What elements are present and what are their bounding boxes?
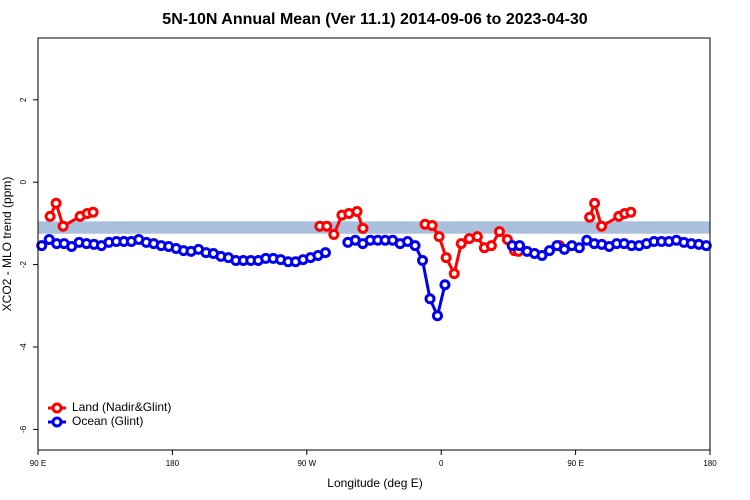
- x-tick-label: 90 E: [567, 459, 583, 468]
- y-tick-label: 0: [19, 179, 28, 184]
- reference-band: [38, 221, 710, 234]
- point: [536, 250, 548, 262]
- legend-marker: [51, 416, 63, 428]
- y-axis-label: XCO2 - MLO trend (ppm): [0, 177, 14, 312]
- x-tick-label: 90 W: [297, 459, 316, 468]
- point: [625, 206, 637, 218]
- y-tick-label: -4: [19, 343, 28, 351]
- point: [426, 219, 438, 231]
- y-tick-label: -6: [19, 425, 28, 433]
- point: [417, 254, 429, 266]
- point: [319, 247, 331, 259]
- y-tick-label: 2: [19, 97, 28, 102]
- point: [87, 206, 99, 218]
- point: [455, 238, 467, 250]
- point: [439, 279, 451, 291]
- plot-frame: [37, 37, 711, 451]
- point: [50, 197, 62, 209]
- x-tick-label: 180: [166, 459, 180, 468]
- point: [700, 240, 712, 252]
- point: [596, 220, 608, 232]
- point: [440, 252, 452, 264]
- point: [584, 211, 596, 223]
- x-tick-label: 180: [703, 459, 717, 468]
- point: [448, 268, 460, 280]
- series-line: [347, 238, 447, 321]
- point: [328, 229, 340, 241]
- point: [424, 293, 436, 305]
- point: [514, 240, 526, 252]
- chart-title: 5N-10N Annual Mean (Ver 11.1) 2014-09-06…: [162, 11, 587, 28]
- point: [493, 226, 505, 238]
- point: [543, 245, 555, 257]
- point: [409, 240, 421, 252]
- legend-label: Land (Nadir&Glint): [72, 400, 171, 414]
- point: [589, 197, 601, 209]
- x-axis-label: Longitude (deg E): [327, 476, 422, 490]
- point: [471, 231, 483, 243]
- legend-label: Ocean (Glint): [72, 414, 143, 428]
- point: [321, 220, 333, 232]
- point: [57, 220, 69, 232]
- x-tick-label: 0: [439, 459, 444, 468]
- point: [36, 240, 48, 252]
- y-tick-label: -2: [19, 260, 28, 268]
- legend-marker: [51, 402, 63, 414]
- point: [485, 240, 497, 252]
- point: [433, 231, 445, 243]
- point: [44, 210, 56, 222]
- point: [357, 222, 369, 234]
- point: [351, 205, 363, 217]
- point: [573, 242, 585, 254]
- x-tick-label: 90 E: [30, 459, 46, 468]
- point: [431, 310, 443, 322]
